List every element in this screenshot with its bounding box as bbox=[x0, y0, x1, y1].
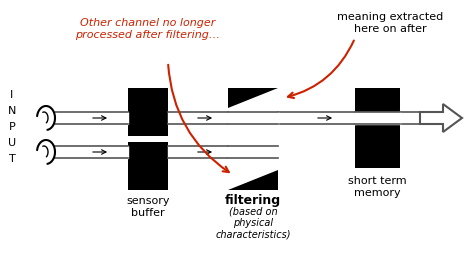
Polygon shape bbox=[420, 104, 462, 132]
Text: filtering: filtering bbox=[225, 194, 281, 207]
Text: meaning extracted
here on after: meaning extracted here on after bbox=[337, 12, 443, 34]
Text: sensory
buffer: sensory buffer bbox=[126, 196, 170, 218]
Text: N: N bbox=[8, 106, 16, 116]
Bar bbox=[228, 88, 278, 190]
Bar bbox=[355, 124, 400, 168]
Bar bbox=[355, 88, 400, 112]
Bar bbox=[128, 142, 168, 190]
Text: (based on
physical
characteristics): (based on physical characteristics) bbox=[215, 206, 291, 239]
Text: P: P bbox=[9, 122, 15, 132]
Polygon shape bbox=[228, 88, 278, 190]
Text: U: U bbox=[8, 138, 16, 148]
Bar bbox=[128, 88, 168, 136]
Text: short term
memory: short term memory bbox=[348, 176, 407, 198]
Text: Other channel no longer
processed after filtering…: Other channel no longer processed after … bbox=[75, 18, 220, 40]
Text: T: T bbox=[9, 154, 15, 164]
Text: I: I bbox=[10, 90, 14, 100]
